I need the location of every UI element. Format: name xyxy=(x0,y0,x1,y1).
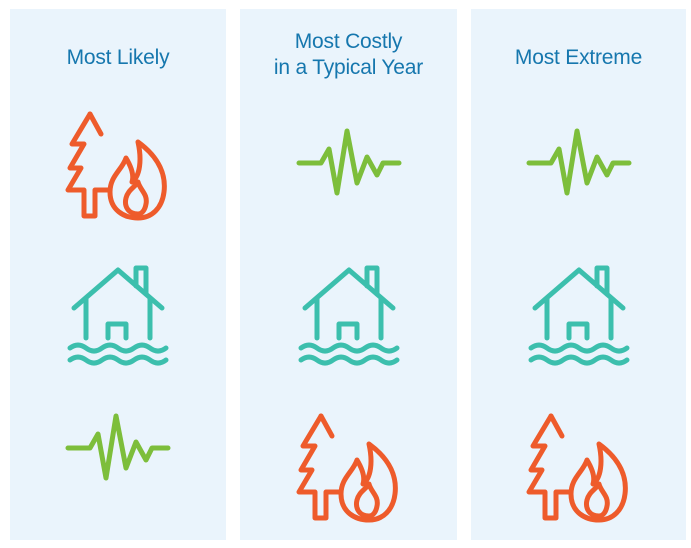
earthquake-icon xyxy=(65,412,171,484)
column-title-line: in a Typical Year xyxy=(273,56,424,79)
flood-icon xyxy=(67,262,169,372)
hazard-column-most-costly: Most Costly in a Typical Year xyxy=(240,9,457,540)
column-title-line: Most Costly xyxy=(294,30,403,53)
hazard-column-most-extreme: Most Extreme xyxy=(471,9,686,540)
column-title-line: Most Extreme xyxy=(514,46,643,69)
wildfire-icon xyxy=(65,110,168,222)
earthquake-icon xyxy=(296,127,401,199)
column-title: Most Extreme xyxy=(471,45,686,71)
wildfire-icon xyxy=(526,412,629,524)
earthquake-icon xyxy=(526,127,631,199)
flood-icon xyxy=(298,262,399,372)
column-title-line: Most Likely xyxy=(66,46,170,69)
column-title: Most Costly in a Typical Year xyxy=(240,29,457,81)
hazard-column-most-likely: Most Likely xyxy=(10,9,226,540)
flood-icon xyxy=(528,262,629,372)
wildfire-icon xyxy=(296,412,399,524)
column-title: Most Likely xyxy=(10,45,226,71)
